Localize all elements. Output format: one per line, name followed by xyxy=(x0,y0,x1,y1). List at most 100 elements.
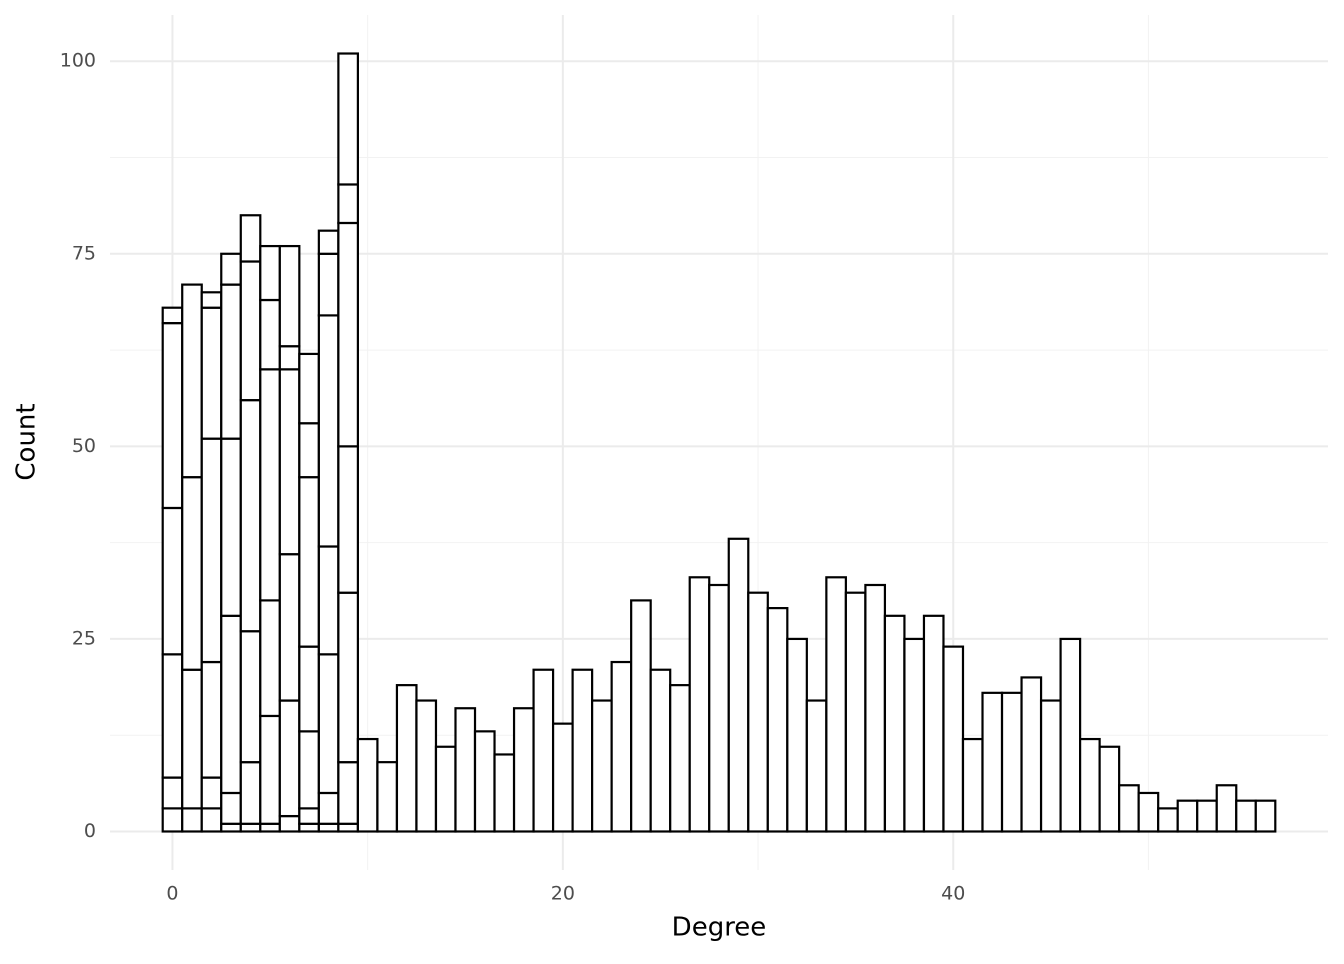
bar-segment xyxy=(942,645,965,833)
y-tick-label: 50 xyxy=(72,435,96,457)
bar-segment xyxy=(844,591,867,833)
x-tick-label: 20 xyxy=(551,883,575,905)
bar-segment xyxy=(337,761,359,825)
bar-segment xyxy=(337,591,359,764)
bar-segment xyxy=(298,352,320,425)
bar-segment xyxy=(1176,799,1199,833)
bar-segment xyxy=(1079,737,1101,833)
bar-segment xyxy=(181,476,203,671)
bar-segment xyxy=(239,260,262,402)
y-tick-label: 25 xyxy=(72,627,96,649)
bar-segment xyxy=(278,345,301,371)
bar-segment xyxy=(220,822,242,833)
bar-segment xyxy=(337,183,359,225)
y-tick-label: 0 xyxy=(84,820,96,842)
bar-segment xyxy=(649,668,672,833)
y-tick-label: 75 xyxy=(72,242,96,264)
bar-segment xyxy=(278,699,301,818)
bar-segment xyxy=(278,553,301,702)
bar-segment xyxy=(161,322,184,510)
bar-segment xyxy=(473,730,496,833)
bar-segment xyxy=(200,306,223,440)
bar-segment xyxy=(630,599,652,833)
bar-segment xyxy=(337,822,359,833)
bar-segment xyxy=(200,807,223,833)
bar-segment xyxy=(239,822,262,833)
bar-segment xyxy=(317,822,340,833)
x-tick-label: 40 xyxy=(941,883,965,905)
bar-segment xyxy=(727,537,750,833)
bar-segment xyxy=(708,583,730,833)
bar-segment xyxy=(434,745,457,833)
bar-segment xyxy=(922,614,945,833)
bar-segment xyxy=(298,730,320,810)
bar-segment xyxy=(278,814,301,833)
bar-segment xyxy=(181,807,203,833)
bar-segment xyxy=(259,599,281,718)
bar-segment xyxy=(1196,799,1218,833)
bar-segment xyxy=(395,684,418,833)
bar-segment xyxy=(669,684,691,833)
bar-segment xyxy=(883,614,906,833)
bar-segment xyxy=(220,791,242,825)
bar-segment xyxy=(766,607,789,833)
bar-segment xyxy=(551,722,574,833)
bar-segment xyxy=(376,761,399,833)
bar-segment xyxy=(571,668,594,833)
bar-segment xyxy=(356,737,379,833)
bar-segment xyxy=(278,244,301,348)
bar-segment xyxy=(825,576,847,833)
bar-segment xyxy=(200,437,223,664)
bar-segment xyxy=(903,637,926,833)
bar-segment xyxy=(688,576,711,833)
bar-segment xyxy=(493,753,516,833)
bar-segment xyxy=(864,583,887,833)
bar-segment xyxy=(317,653,340,795)
bar-segment xyxy=(259,822,281,833)
bar-segment xyxy=(747,591,769,833)
bar-segment xyxy=(259,714,281,825)
bar-segment xyxy=(317,791,340,825)
bar-segment xyxy=(200,660,223,779)
bar-segment xyxy=(161,506,184,656)
bar-segment xyxy=(181,283,203,479)
bar-segment xyxy=(161,776,184,810)
bar-segment xyxy=(337,52,359,186)
bar-segment xyxy=(512,707,535,833)
bar-segment xyxy=(298,822,320,833)
bar-segment xyxy=(239,214,262,263)
bar-segment xyxy=(415,699,438,833)
bar-segment xyxy=(1254,799,1277,833)
bar-segment xyxy=(239,399,262,633)
bar-segment xyxy=(1235,799,1257,833)
bar-segment xyxy=(337,221,359,448)
bar-segment xyxy=(1215,784,1238,833)
bar-segment xyxy=(786,637,808,833)
bar-segment xyxy=(161,653,184,779)
bar-segment xyxy=(200,291,223,309)
bar-segment xyxy=(317,314,340,548)
bar-segment xyxy=(161,807,184,833)
bar-segment xyxy=(1020,676,1043,833)
bar-segment xyxy=(239,630,262,764)
bar-segment xyxy=(220,252,242,286)
x-axis-title: Degree xyxy=(672,913,767,943)
y-tick-label: 100 xyxy=(60,50,96,72)
bar-segment xyxy=(298,807,320,825)
bar-segment xyxy=(220,283,242,440)
bar-segment xyxy=(981,691,1004,833)
bar-segment xyxy=(610,660,633,833)
bar-segment xyxy=(259,244,281,302)
bar-segment xyxy=(239,761,262,825)
bar-segment xyxy=(337,445,359,594)
x-tick-label: 0 xyxy=(166,883,178,905)
bar-segment xyxy=(298,422,320,479)
bar-segment xyxy=(259,368,281,602)
bar-segment xyxy=(317,545,340,656)
bar-segment xyxy=(454,707,477,833)
bar-segment xyxy=(317,229,340,255)
bar-segment xyxy=(1098,745,1121,833)
bar-segment xyxy=(1039,699,1062,833)
bar-segment xyxy=(298,645,320,733)
